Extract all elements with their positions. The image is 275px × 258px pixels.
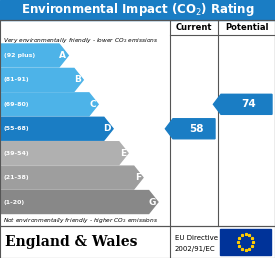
Text: (1-20): (1-20) xyxy=(4,199,25,205)
Text: 2002/91/EC: 2002/91/EC xyxy=(175,246,216,252)
Text: Environmental Impact (CO$_2$) Rating: Environmental Impact (CO$_2$) Rating xyxy=(21,2,254,19)
Polygon shape xyxy=(1,191,158,214)
Text: Not environmentally friendly - higher CO$_2$ emissions: Not environmentally friendly - higher CO… xyxy=(3,216,158,225)
Text: (69-80): (69-80) xyxy=(4,102,29,107)
Text: 74: 74 xyxy=(241,99,256,109)
Text: Very environmentally friendly - lower CO$_2$ emissions: Very environmentally friendly - lower CO… xyxy=(3,36,159,45)
Polygon shape xyxy=(1,93,98,116)
Text: (55-68): (55-68) xyxy=(4,126,30,131)
Text: C: C xyxy=(90,100,96,109)
Polygon shape xyxy=(1,44,68,67)
Bar xyxy=(220,229,271,255)
Polygon shape xyxy=(165,119,215,139)
Text: G: G xyxy=(148,198,156,207)
Text: Current: Current xyxy=(176,23,212,32)
Text: Potential: Potential xyxy=(225,23,268,32)
Polygon shape xyxy=(1,117,113,140)
Text: D: D xyxy=(104,124,111,133)
Polygon shape xyxy=(1,68,83,91)
Polygon shape xyxy=(1,142,128,165)
Text: A: A xyxy=(59,51,66,60)
Text: England & Wales: England & Wales xyxy=(5,235,137,249)
Text: (21-38): (21-38) xyxy=(4,175,30,180)
Bar xyxy=(0,20,275,226)
Text: 58: 58 xyxy=(189,124,203,134)
Polygon shape xyxy=(1,166,143,189)
Text: F: F xyxy=(135,173,141,182)
Polygon shape xyxy=(213,94,272,114)
Text: (92 plus): (92 plus) xyxy=(4,53,35,58)
Text: (39-54): (39-54) xyxy=(4,151,30,156)
Text: (81-91): (81-91) xyxy=(4,77,30,82)
Text: E: E xyxy=(120,149,126,158)
Bar xyxy=(0,0,275,20)
Text: EU Directive: EU Directive xyxy=(175,235,218,241)
Text: B: B xyxy=(74,75,81,84)
